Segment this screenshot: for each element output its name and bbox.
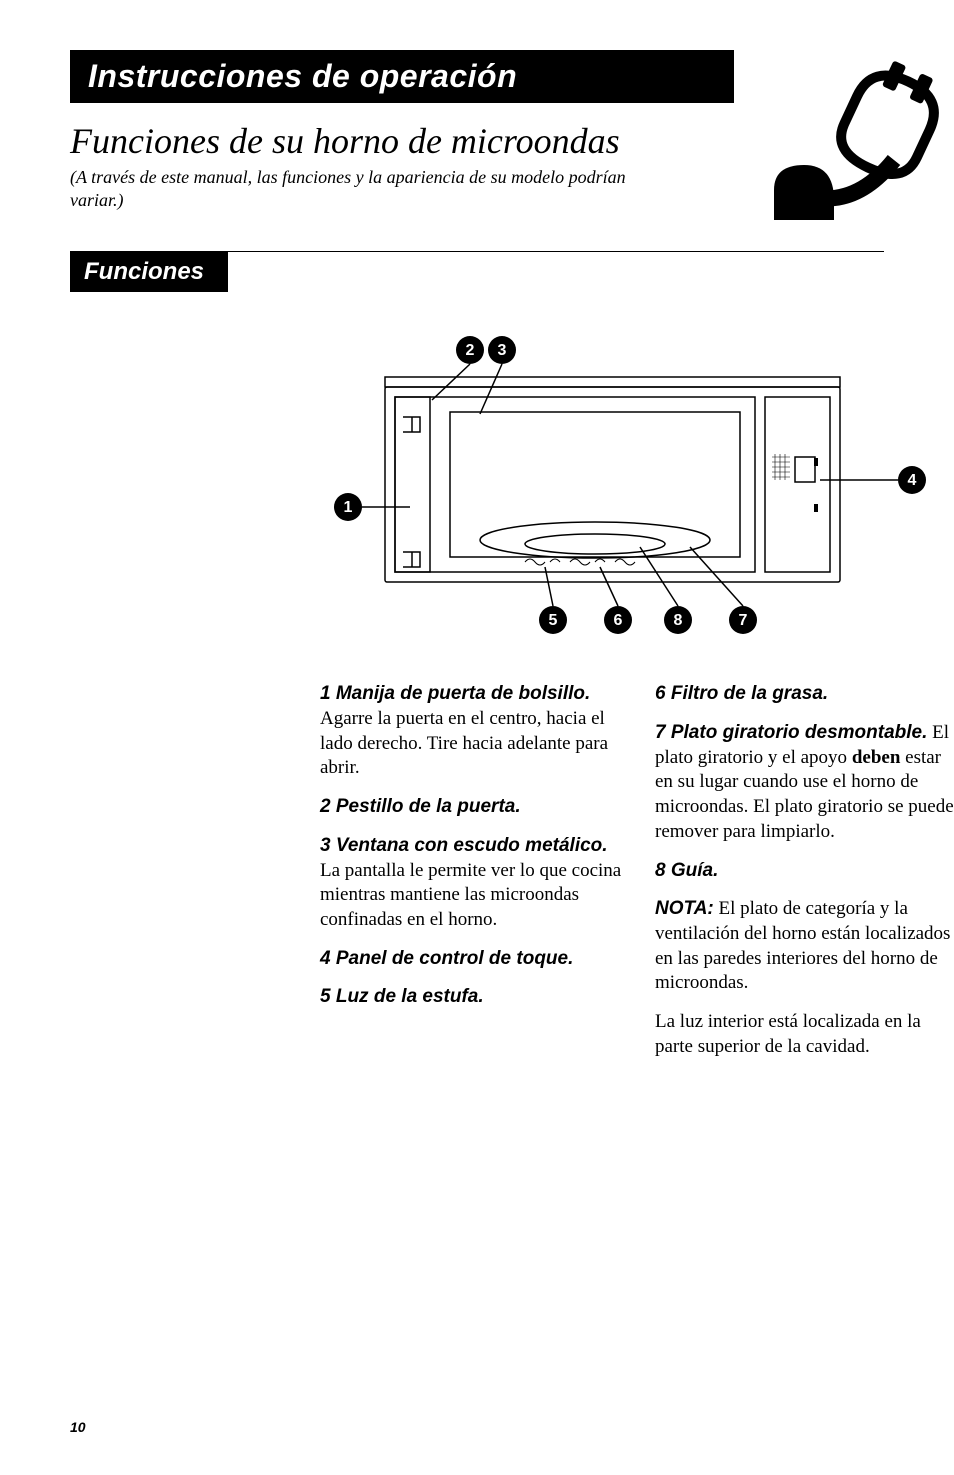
feature-item-body: Agarre la puerta en el centro, hacia el … <box>320 708 608 778</box>
feature-item-head: 8 Guía. <box>655 860 718 881</box>
section-tab: Funciones <box>70 252 228 292</box>
feature-item-4: 4 Panel de control de toque. <box>320 947 625 972</box>
feature-item-3: 3 Ventana con escudo metálico. La pantal… <box>320 834 625 933</box>
callout-number-3: 3 <box>498 342 507 359</box>
note-paragraph: NOTA: El plato de categoría y la ventila… <box>655 897 954 996</box>
callout-number-1: 1 <box>344 499 353 516</box>
page-number: 10 <box>70 1419 86 1435</box>
feature-item-head: 6 Filtro de la grasa. <box>655 683 828 704</box>
column-left: 1 Manija de puerta de bolsillo. Agarre l… <box>320 682 625 1073</box>
callout-number-4: 4 <box>908 472 917 489</box>
feature-item-2: 2 Pestillo de la puerta. <box>320 795 625 820</box>
callout-number-8: 8 <box>674 612 683 629</box>
feature-item-head: 4 Panel de control de toque. <box>320 948 573 969</box>
column-right: 6 Filtro de la grasa. 7 Plato giratorio d… <box>655 682 954 1073</box>
subtitle-main: Funciones de su horno de microondas <box>70 121 664 162</box>
feature-item-1: 1 Manija de puerta de bolsillo. Agarre l… <box>320 682 625 781</box>
feature-item-6: 6 Filtro de la grasa. <box>655 682 954 707</box>
callout-number-6: 6 <box>614 612 623 629</box>
title-bar-text: Instrucciones de operación <box>88 58 517 95</box>
feature-item-head: 2 Pestillo de la puerta. <box>320 796 521 817</box>
feature-item-8: 8 Guía. <box>655 859 954 884</box>
subtitle-note: (A través de este manual, las funciones … <box>70 166 664 211</box>
feature-item-body: La pantalla le permite ver lo que cocina… <box>320 860 621 930</box>
callout-number-5: 5 <box>549 612 558 629</box>
microwave-diagram: 1 2 3 4 5 6 7 8 <box>320 322 950 652</box>
feature-item-head: 7 Plato giratorio desmontable. <box>655 722 927 743</box>
feature-columns: 1 Manija de puerta de bolsillo. Agarre l… <box>320 682 954 1073</box>
closing-paragraph: La luz interior está localizada en la pa… <box>655 1010 954 1059</box>
note-label: NOTA: <box>655 898 714 919</box>
feature-item-5: 5 Luz de la estufa. <box>320 985 625 1010</box>
feature-item-7: 7 Plato giratorio desmontable. El plato … <box>655 721 954 844</box>
feature-item-head: 1 Manija de puerta de bolsillo. <box>320 683 590 704</box>
feature-item-head: 5 Luz de la estufa. <box>320 986 484 1007</box>
corner-illustration <box>734 50 954 220</box>
feature-item-head: 3 Ventana con escudo metálico. <box>320 835 608 856</box>
callout-number-2: 2 <box>466 342 475 359</box>
callout-number-7: 7 <box>739 612 748 629</box>
